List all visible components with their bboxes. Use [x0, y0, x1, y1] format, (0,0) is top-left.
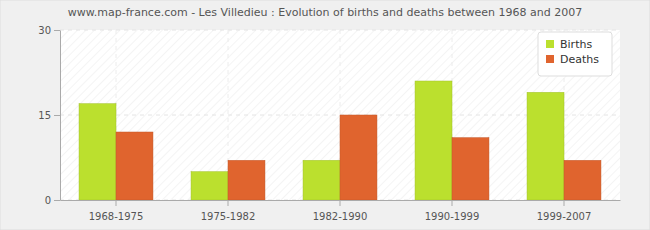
tick-mark — [564, 200, 565, 206]
legend-swatch — [546, 40, 554, 48]
tick: 1975-1982 — [201, 200, 256, 222]
tick-mark — [228, 200, 229, 206]
tick-label: 30 — [38, 25, 51, 36]
bar — [79, 104, 116, 200]
plot: 0 15 30 1968-1975 1975-1982 1982-1990 1990-199… — [38, 25, 620, 222]
bar — [527, 92, 564, 200]
tick: 30 — [38, 25, 60, 36]
tick-label: 1990-1999 — [425, 211, 480, 222]
tick: 1999-2007 — [537, 200, 592, 222]
bar — [116, 132, 153, 200]
legend: Births Deaths — [538, 32, 612, 76]
legend-label: Births — [560, 38, 592, 51]
chart: 0 15 30 1968-1975 1975-1982 1982-1990 1990-199… — [0, 0, 650, 230]
tick-label: 1968-1975 — [89, 211, 144, 222]
bar — [303, 160, 340, 200]
grid — [60, 30, 620, 200]
tick: 15 — [38, 110, 60, 121]
y-axis: 0 15 30 — [38, 25, 60, 206]
tick: 1982-1990 — [313, 200, 368, 222]
bar — [191, 172, 228, 200]
tick-label: 15 — [38, 110, 51, 121]
tick-mark — [54, 115, 60, 116]
bar — [415, 81, 452, 200]
tick-label: 1975-1982 — [201, 211, 256, 222]
tick-mark — [340, 200, 341, 206]
tick-mark — [54, 30, 60, 31]
tick-mark — [452, 200, 453, 206]
legend-item: Births — [546, 38, 592, 51]
tick-label: 1982-1990 — [313, 211, 368, 222]
legend-label: Deaths — [560, 53, 599, 66]
tick-label: 0 — [45, 195, 51, 206]
bar — [340, 115, 377, 200]
grid-x — [116, 30, 564, 200]
bar — [564, 160, 601, 200]
tick-label: 1999-2007 — [537, 211, 592, 222]
legend-item: Deaths — [546, 53, 599, 66]
tick-mark — [116, 200, 117, 206]
title: www.map-france.com - Les Villedieu : Evo… — [68, 6, 582, 19]
axis-line — [60, 31, 61, 201]
x-axis: 1968-1975 1975-1982 1982-1990 1990-1999 1999… — [61, 200, 621, 222]
bar — [452, 138, 489, 200]
tick: 1990-1999 — [425, 200, 480, 222]
tick: 0 — [45, 195, 60, 206]
background — [0, 0, 650, 230]
bars — [79, 81, 601, 200]
legend-box — [538, 32, 612, 76]
tick: 1968-1975 — [89, 200, 144, 222]
legend-swatch — [546, 55, 554, 63]
tick-mark — [54, 200, 60, 201]
plot-area — [60, 30, 620, 200]
bar — [228, 160, 265, 200]
